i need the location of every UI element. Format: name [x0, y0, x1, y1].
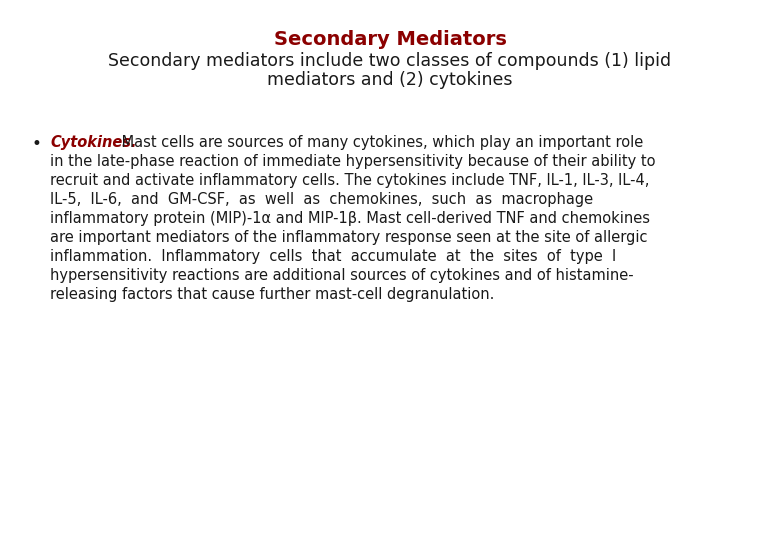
Text: inflammation.  Inflammatory  cells  that  accumulate  at  the  sites  of  type  : inflammation. Inflammatory cells that ac… — [50, 249, 616, 264]
Text: mediators and (2) cytokines: mediators and (2) cytokines — [268, 71, 512, 89]
Text: in the late-phase reaction of immediate hypersensitivity because of their abilit: in the late-phase reaction of immediate … — [50, 154, 655, 169]
Text: IL-5,  IL-6,  and  GM-CSF,  as  well  as  chemokines,  such  as  macrophage: IL-5, IL-6, and GM-CSF, as well as chemo… — [50, 192, 593, 207]
Text: are important mediators of the inflammatory response seen at the site of allergi: are important mediators of the inflammat… — [50, 230, 647, 245]
Text: releasing factors that cause further mast-cell degranulation.: releasing factors that cause further mas… — [50, 287, 495, 302]
Text: recruit and activate inflammatory cells. The cytokines include TNF, IL-1, IL-3, : recruit and activate inflammatory cells.… — [50, 173, 650, 188]
Text: Cytokines.: Cytokines. — [50, 135, 136, 150]
Text: Mast cells are sources of many cytokines, which play an important role: Mast cells are sources of many cytokines… — [117, 135, 644, 150]
Text: hypersensitivity reactions are additional sources of cytokines and of histamine-: hypersensitivity reactions are additiona… — [50, 268, 633, 283]
Text: Secondary mediators include two classes of compounds (1) lipid: Secondary mediators include two classes … — [108, 52, 672, 70]
Text: •: • — [32, 135, 42, 153]
Text: Secondary Mediators: Secondary Mediators — [274, 30, 506, 49]
Text: inflammatory protein (MIP)-1α and MIP-1β. Mast cell-derived TNF and chemokines: inflammatory protein (MIP)-1α and MIP-1β… — [50, 211, 650, 226]
